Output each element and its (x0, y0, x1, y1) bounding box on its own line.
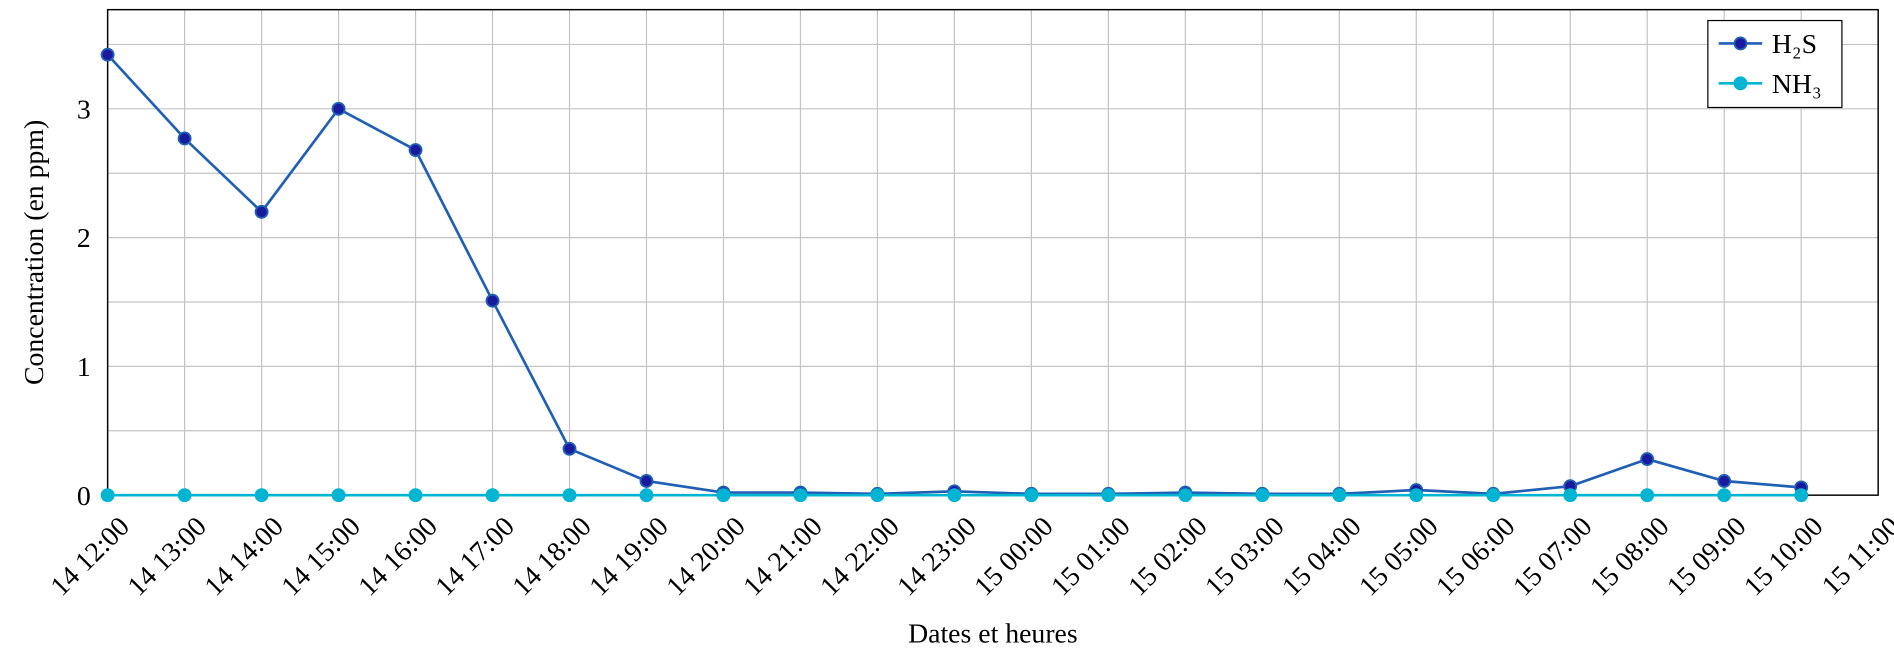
legend-label: H₂S (1772, 29, 1817, 60)
point (1409, 488, 1424, 503)
point (562, 441, 577, 456)
point (254, 204, 269, 219)
x-tick-label: 14 12:00 (45, 511, 136, 602)
y-axis-title: Concentration (en ppm) (19, 120, 50, 385)
point (1794, 488, 1809, 503)
point (254, 488, 269, 503)
x-tick-label: 14 16:00 (353, 511, 444, 602)
point (639, 474, 654, 488)
point (1024, 488, 1039, 503)
point (331, 101, 346, 116)
x-tick-label: 14 17:00 (430, 511, 521, 602)
x-tick-label: 15 08:00 (1584, 511, 1675, 602)
x-tick-label: 14 18:00 (507, 511, 598, 602)
x-tick-label: 15 00:00 (968, 511, 1059, 602)
x-tick-label: 14 13:00 (122, 511, 213, 602)
x-tick-label: 15 02:00 (1122, 511, 1213, 602)
point (793, 488, 808, 503)
x-tick-label: 14 14:00 (199, 511, 290, 602)
y-tick-label: 2 (77, 223, 91, 254)
x-tick-label: 15 03:00 (1199, 511, 1290, 602)
plot-frame (106, 8, 1879, 496)
legend-marker (1733, 36, 1748, 51)
point (639, 488, 654, 503)
point (1717, 474, 1732, 488)
legend-marker (1733, 76, 1748, 91)
x-tick-label: 15 09:00 (1661, 511, 1752, 602)
point (177, 131, 192, 146)
x-tick-label: 15 10:00 (1738, 511, 1829, 602)
x-tick-label: 15 04:00 (1276, 511, 1367, 602)
x-tick-label: 14 23:00 (891, 511, 982, 602)
legend-box (1707, 19, 1843, 109)
x-tick-label: 14 21:00 (737, 511, 828, 602)
point (408, 488, 423, 503)
y-tick-label: 3 (77, 94, 91, 125)
point (408, 143, 423, 157)
y-tick-label: 0 (77, 481, 91, 512)
x-tick-label: 14 22:00 (814, 511, 905, 602)
x-tick-label: 14 15:00 (276, 511, 367, 602)
point (100, 488, 115, 503)
point (1563, 488, 1578, 503)
point (947, 488, 962, 503)
point (870, 488, 885, 503)
point (562, 488, 577, 503)
x-tick-label: 15 05:00 (1353, 511, 1444, 602)
point (1101, 488, 1116, 503)
point (1486, 488, 1501, 503)
x-tick-label: 14 19:00 (583, 511, 674, 602)
legend-label: NH₃ (1772, 69, 1822, 100)
point (100, 47, 115, 62)
point (485, 293, 500, 308)
x-tick-label: 15 07:00 (1507, 511, 1598, 602)
point (331, 488, 346, 503)
point (1640, 452, 1655, 467)
point (1255, 488, 1270, 503)
point (1717, 488, 1732, 503)
point (1332, 488, 1347, 503)
point (177, 488, 192, 503)
x-tick-label: 14 20:00 (660, 511, 751, 602)
point (1178, 488, 1193, 503)
y-tick-label: 1 (77, 352, 91, 383)
point (716, 488, 731, 503)
legend: H₂S NH₃ (1707, 19, 1843, 109)
point (1640, 488, 1655, 503)
point (485, 488, 500, 503)
x-axis-title: Dates et heures (908, 619, 1078, 650)
x-tick-label: 15 01:00 (1045, 511, 1136, 602)
x-tick-label: 15 06:00 (1430, 511, 1521, 602)
x-tick-label: 15 11:00 (1816, 511, 1894, 601)
